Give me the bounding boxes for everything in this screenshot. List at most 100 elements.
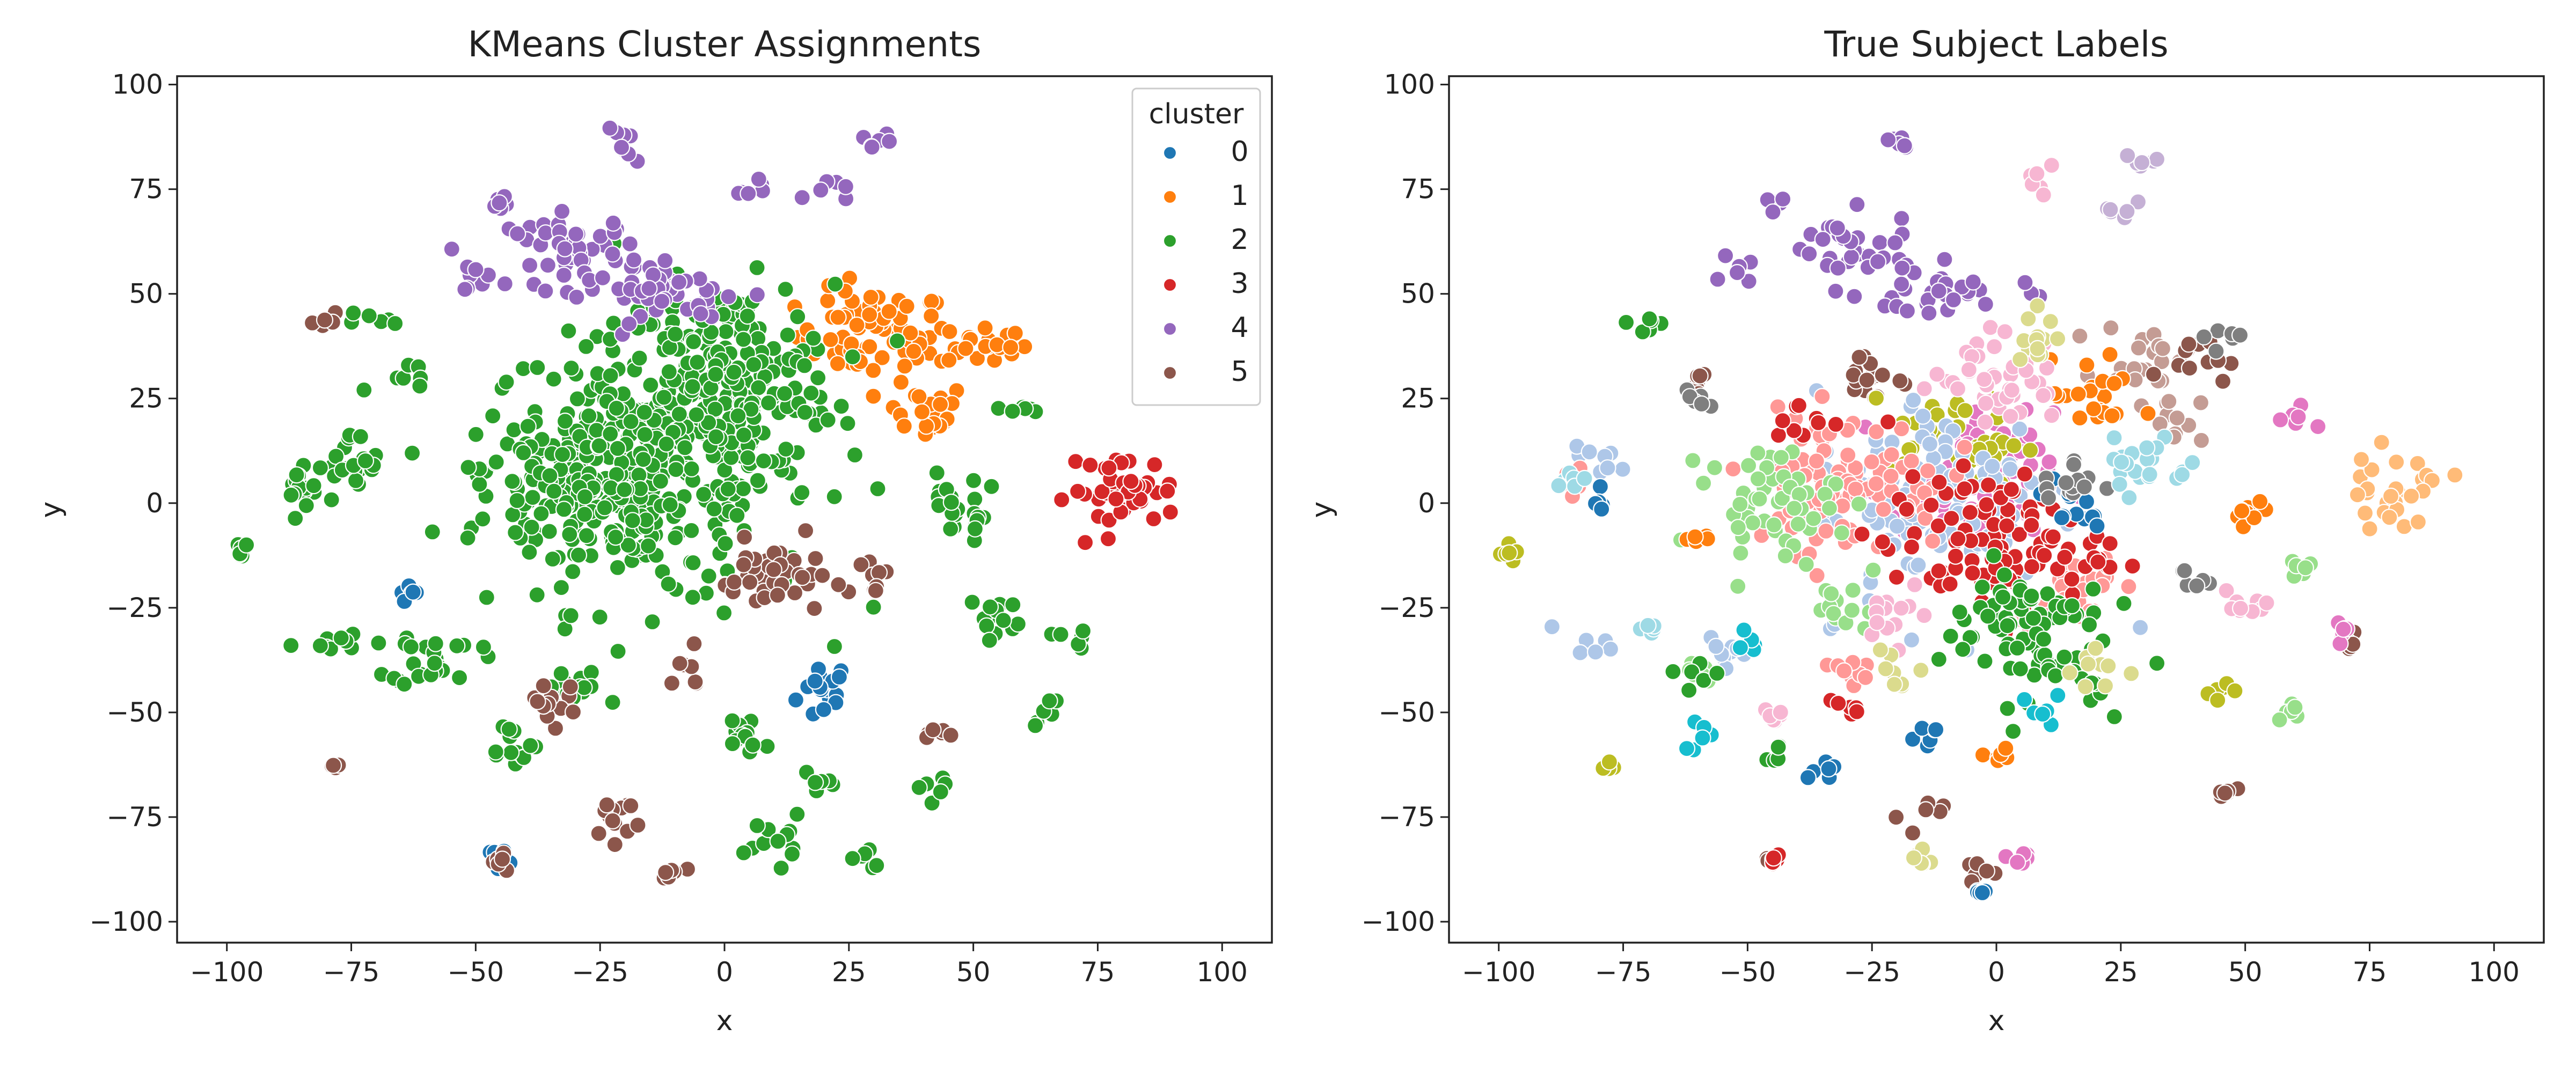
data-point (402, 638, 420, 656)
data-point (657, 435, 675, 453)
data-point (639, 537, 657, 555)
data-point (865, 598, 882, 616)
data-point (796, 403, 814, 421)
x-tick-label: 100 (1197, 957, 1248, 988)
data-point (1731, 638, 1749, 657)
data-point (779, 326, 796, 344)
data-point (643, 613, 661, 631)
data-point (963, 593, 981, 611)
data-point (2035, 387, 2052, 405)
legend-label: 5 (1231, 356, 1248, 388)
data-point (459, 529, 477, 547)
x-axis-label: x (1988, 1005, 2005, 1037)
data-point (1772, 449, 1790, 466)
data-point (880, 303, 898, 320)
data-point (2446, 466, 2464, 484)
y-tick-label: 50 (129, 278, 163, 310)
data-point (750, 170, 767, 188)
data-point (940, 351, 958, 369)
data-point (1749, 444, 1767, 462)
data-point (931, 395, 949, 413)
data-point (2226, 682, 2244, 700)
data-point (1749, 470, 1767, 488)
data-point (1846, 288, 1863, 305)
data-point (758, 738, 776, 755)
y-tick-label: −25 (106, 592, 163, 623)
data-point (1835, 662, 1853, 680)
data-point (1708, 664, 1726, 682)
data-point (825, 488, 843, 505)
data-point (493, 850, 511, 868)
data-point (1904, 824, 1922, 842)
data-point (814, 567, 831, 584)
data-point (2388, 453, 2405, 471)
data-point (1882, 467, 1900, 485)
data-point (1543, 618, 1561, 636)
data-point (1874, 366, 1891, 384)
data-point (932, 783, 949, 801)
data-point (1891, 372, 1909, 390)
x-tick-label: −75 (323, 957, 380, 988)
data-point (1683, 663, 1701, 681)
data-point (423, 523, 441, 541)
data-point (923, 292, 940, 310)
data-point (720, 288, 737, 306)
data-point (2002, 407, 2019, 425)
data-point (515, 444, 532, 462)
data-point (2002, 481, 2020, 498)
legend-title: cluster (1149, 98, 1244, 130)
data-point (2132, 619, 2149, 636)
data-point (1081, 456, 1099, 474)
legend-label: 0 (1231, 136, 1248, 168)
data-point (685, 333, 702, 351)
data-point (347, 472, 365, 490)
data-point (1978, 862, 1995, 880)
legend-label: 4 (1231, 312, 1248, 344)
data-point (846, 446, 864, 464)
data-point (1905, 849, 1922, 867)
data-point (1956, 438, 1973, 456)
data-point (2105, 429, 2123, 447)
data-point (941, 322, 958, 341)
data-point (323, 491, 340, 509)
x-tick-label: −100 (190, 957, 264, 988)
data-point (787, 691, 805, 709)
data-point (705, 500, 723, 518)
data-point (1009, 615, 1027, 633)
y-tick-label: 75 (1401, 174, 1435, 205)
data-point (692, 305, 709, 322)
data-point (1885, 675, 1903, 693)
data-point (772, 859, 790, 877)
data-point (1004, 402, 1021, 420)
data-point (523, 518, 540, 536)
data-point (443, 240, 460, 258)
data-point (629, 816, 647, 834)
data-point (1930, 562, 1948, 580)
data-point (539, 256, 557, 274)
data-point (297, 497, 315, 515)
data-point (2118, 203, 2136, 221)
data-point (892, 373, 910, 391)
data-point (994, 612, 1012, 629)
data-point (1664, 663, 1682, 680)
y-tick-label: −50 (1378, 697, 1435, 728)
data-point (1917, 801, 1935, 819)
data-point (1829, 694, 1847, 712)
data-point (1919, 462, 1937, 480)
data-point (1942, 627, 1959, 645)
data-point (1871, 233, 1889, 252)
data-point (896, 357, 913, 375)
data-point (450, 668, 469, 687)
data-point (553, 202, 571, 220)
data-point (2124, 557, 2141, 575)
data-point (867, 582, 884, 599)
y-tick-label: −50 (106, 697, 163, 728)
data-point (2115, 594, 2133, 612)
data-point (2102, 201, 2119, 218)
data-point (2231, 599, 2250, 618)
data-point (1964, 564, 1981, 582)
data-point (735, 556, 752, 574)
data-point (1976, 652, 1994, 670)
data-point (1751, 490, 1768, 508)
data-point (744, 736, 762, 754)
